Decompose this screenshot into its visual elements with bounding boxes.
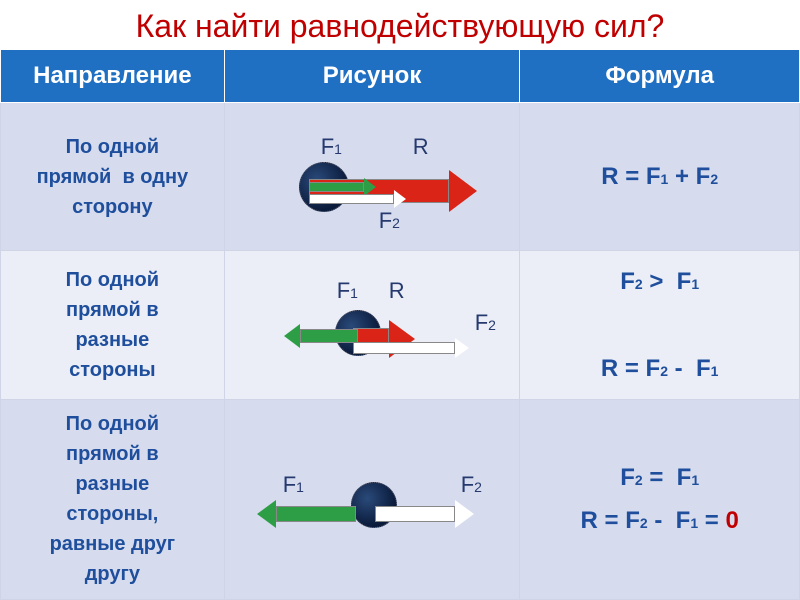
- header-row: Направление Рисунок Формула: [1, 50, 800, 103]
- table-row: По однойпрямой вразныестороны,равные дру…: [1, 399, 800, 599]
- direction-cell: По однойпрямой вразныестороны,равные дру…: [1, 399, 225, 599]
- direction-cell: По однойпрямой вразныестороны: [1, 251, 225, 399]
- force-arrow: [353, 338, 469, 358]
- header-direction: Направление: [1, 50, 225, 103]
- force-diagram: F1 R F2: [229, 260, 516, 390]
- force-arrow: [284, 324, 358, 348]
- table-row: По однойпрямой в однусторону F1 R F2 R = F1 …: [1, 103, 800, 251]
- vector-label: F1: [321, 134, 342, 160]
- forces-table: Направление Рисунок Формула По однойпрям…: [0, 49, 800, 600]
- vector-label: F1: [337, 278, 358, 304]
- vector-label: F2: [461, 472, 482, 498]
- diagram-cell: F1 R F2: [224, 251, 520, 399]
- force-arrow: [375, 500, 474, 528]
- header-picture: Рисунок: [224, 50, 520, 103]
- vector-label: F1: [283, 472, 304, 498]
- force-arrow: [309, 190, 406, 208]
- direction-cell: По однойпрямой в однусторону: [1, 103, 225, 251]
- vector-label: F2: [379, 208, 400, 234]
- force-diagram: F1 R F2: [229, 112, 516, 242]
- header-formula: Формула: [520, 50, 800, 103]
- formula-cell: F2 = F1R = F2 - F1 = 0: [520, 399, 800, 599]
- table-row: По однойпрямой вразныестороны F1 R F2 F2 > F…: [1, 251, 800, 399]
- formula-cell: F2 > F1R = F2 - F1: [520, 251, 800, 399]
- vector-label: F2: [475, 310, 496, 336]
- vector-label: R: [413, 134, 429, 160]
- diagram-cell: F1 R F2: [224, 103, 520, 251]
- slide-title: Как найти равнодействующую сил?: [0, 0, 800, 49]
- vector-label: R: [389, 278, 405, 304]
- formula-cell: R = F1 + F2: [520, 103, 800, 251]
- force-arrow: [257, 500, 356, 528]
- force-diagram: F1 F2: [229, 434, 516, 564]
- diagram-cell: F1 F2: [224, 399, 520, 599]
- physics-slide: Как найти равнодействующую сил? Направле…: [0, 0, 800, 600]
